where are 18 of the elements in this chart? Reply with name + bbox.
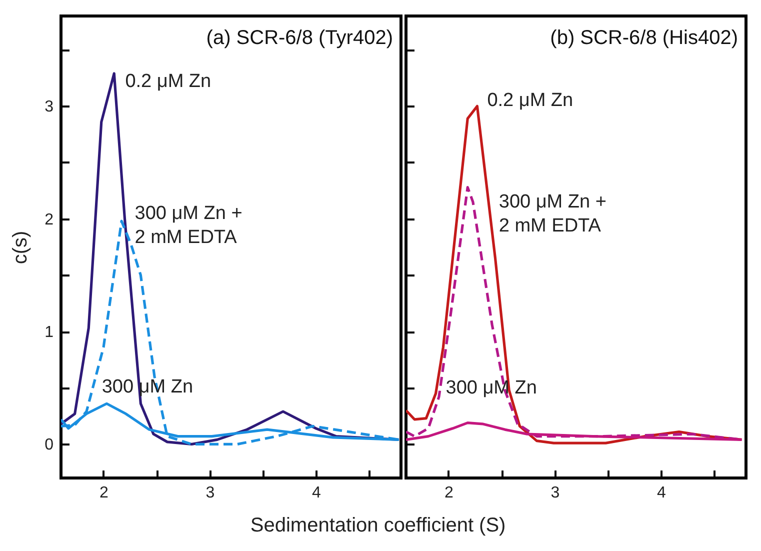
y-tick-label: 0 bbox=[44, 436, 54, 454]
text: (a) SCR-6/8 (Tyr402) bbox=[206, 27, 393, 49]
annotation: 300 μM Zn + 2 mM EDTA bbox=[134, 202, 242, 248]
x-axis-title: Sedimentation coefficient (S) bbox=[250, 514, 506, 536]
annotation: 0.2 μM Zn bbox=[487, 90, 574, 112]
annotation: 300 μM Zn + 2 mM EDTA bbox=[498, 192, 606, 237]
x-tick-label: 3 bbox=[206, 484, 215, 502]
x-tick-label: 2 bbox=[100, 484, 109, 502]
y-tick-label: 3 bbox=[44, 98, 54, 116]
y-axis-title: c(s) bbox=[10, 230, 32, 264]
y-tick-label: 1 bbox=[44, 324, 54, 342]
x-tick-label: 4 bbox=[657, 484, 666, 502]
x-tick-label: 4 bbox=[312, 484, 322, 502]
annotation: 0.2 μM Zn bbox=[125, 70, 212, 92]
y-tick-label: 2 bbox=[44, 211, 54, 228]
x-tick-label: 2 bbox=[444, 484, 454, 502]
text: (b) SCR-6/8 (His402) bbox=[550, 27, 738, 49]
x-tick-label: 3 bbox=[550, 484, 560, 502]
